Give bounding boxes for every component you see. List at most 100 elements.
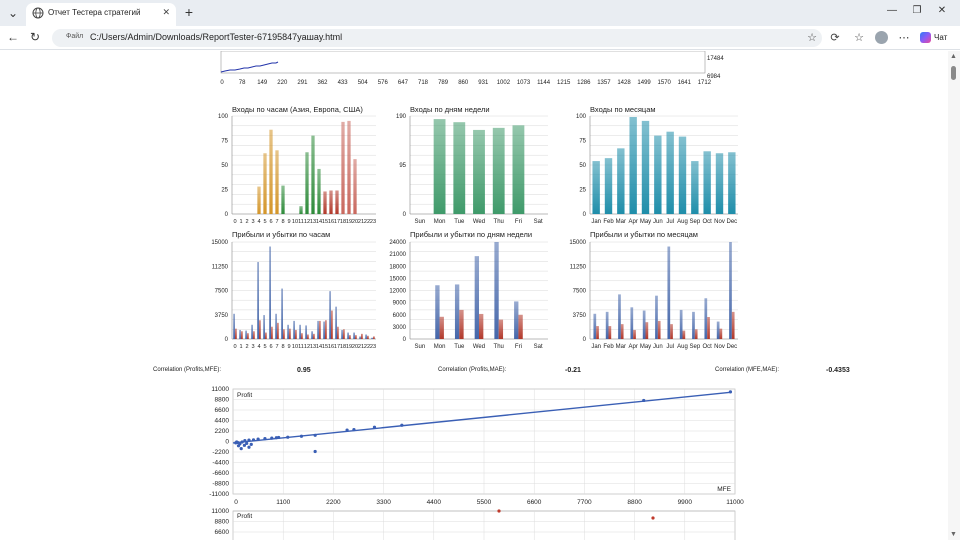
copilot-chat-button[interactable]: Чат bbox=[920, 30, 947, 46]
x-tick-label: Apr bbox=[628, 344, 637, 350]
y-tick-label: 100 bbox=[576, 114, 587, 120]
page-scrollbar[interactable]: ▲ ▼ bbox=[948, 51, 960, 540]
y-tick-label: 15000 bbox=[569, 240, 586, 246]
favorite-star-icon[interactable]: ☆ bbox=[807, 32, 817, 44]
x-tick-label: 10 bbox=[292, 219, 298, 225]
x-tick-label: Nov bbox=[714, 219, 725, 225]
extensions-icon[interactable]: ⟳ bbox=[830, 32, 840, 44]
y-tick-label: 6000 bbox=[393, 313, 407, 319]
x-tick-label: 7 bbox=[275, 219, 278, 225]
x-tick-label: Sat bbox=[534, 219, 543, 225]
bar bbox=[305, 152, 309, 214]
reload-icon[interactable]: ↻ bbox=[29, 30, 41, 44]
x-tick-label: 2 bbox=[245, 219, 248, 225]
back-arrow-icon[interactable]: ← bbox=[7, 30, 19, 44]
x-tick-label: 12 bbox=[304, 219, 310, 225]
scroll-up-icon[interactable]: ▲ bbox=[950, 53, 957, 60]
tab-strip: ⌄ Отчет Тестера стратегий ✕ + — ❐ ✕ bbox=[0, 0, 960, 26]
y-tick-label: -8800 bbox=[212, 481, 229, 488]
x-tick-label: Mon bbox=[434, 344, 446, 350]
scroll-thumb[interactable] bbox=[951, 66, 956, 80]
more-menu-icon[interactable]: ⋯ bbox=[898, 32, 910, 44]
tab-list-chevron-icon[interactable]: ⌄ bbox=[7, 6, 19, 20]
scatter-point bbox=[299, 434, 304, 438]
bar bbox=[335, 190, 339, 214]
balance-x-tick: 576 bbox=[378, 80, 389, 86]
x-tick-label: 5 bbox=[263, 219, 266, 225]
x-tick-label: Oct bbox=[702, 344, 712, 350]
loss-bar bbox=[373, 336, 375, 339]
scatter-point bbox=[240, 440, 244, 444]
bar bbox=[654, 135, 662, 214]
copilot-icon bbox=[920, 32, 931, 43]
loss-bar bbox=[349, 335, 351, 339]
profit-bar bbox=[257, 262, 259, 339]
x-tick-label: 15 bbox=[322, 344, 328, 350]
profit-bar bbox=[679, 309, 683, 339]
balance-line bbox=[220, 61, 279, 73]
x-tick-label: 18 bbox=[340, 344, 346, 350]
restore-icon[interactable]: ❐ bbox=[912, 5, 922, 16]
y-tick-label: 0 bbox=[225, 337, 229, 343]
x-tick-label: 10 bbox=[292, 344, 298, 350]
minimize-icon[interactable]: — bbox=[887, 5, 897, 16]
balance-x-tick: 1002 bbox=[497, 80, 511, 86]
y-tick-label: 11250 bbox=[570, 264, 587, 270]
scatter-point bbox=[239, 447, 243, 451]
profit-bar bbox=[371, 337, 373, 339]
close-tab-icon[interactable]: ✕ bbox=[162, 7, 170, 17]
profit-bar bbox=[359, 336, 361, 339]
bar bbox=[703, 151, 711, 214]
y-tick-label: 11250 bbox=[212, 264, 229, 270]
new-tab-plus-icon[interactable]: + bbox=[184, 4, 194, 20]
loss-bar bbox=[259, 320, 261, 339]
profit-bar bbox=[655, 295, 658, 339]
x-tick-label: Thu bbox=[494, 344, 504, 350]
bar bbox=[311, 135, 315, 214]
y-tick-label: -4400 bbox=[212, 460, 229, 467]
url-text[interactable]: C:/Users/Admin/Downloads/ReportTester-67… bbox=[90, 32, 343, 42]
x-tick-label: 19 bbox=[346, 219, 352, 225]
profile-avatar[interactable] bbox=[875, 31, 888, 44]
x-tick-label: 21 bbox=[358, 219, 364, 225]
x-tick-label: 6 bbox=[269, 344, 272, 350]
loss-bar bbox=[731, 311, 735, 339]
profit-bar bbox=[275, 313, 277, 339]
y-tick-label: 75 bbox=[579, 139, 586, 145]
y-axis-label: Profit bbox=[237, 513, 252, 520]
scatter-point bbox=[400, 423, 404, 427]
bar bbox=[317, 168, 321, 214]
y-tick-label: -11000 bbox=[209, 491, 229, 498]
favorites-list-icon[interactable]: ☆ bbox=[854, 32, 864, 44]
y-tick-label: 0 bbox=[583, 212, 587, 218]
profit-bar bbox=[605, 311, 609, 339]
loss-bar bbox=[459, 309, 464, 339]
profit-bar bbox=[245, 330, 247, 339]
scatter-point bbox=[728, 390, 733, 394]
loss-bar bbox=[331, 310, 333, 339]
x-axis-label: MFE bbox=[717, 486, 731, 493]
profit-bar bbox=[233, 313, 235, 339]
scroll-down-icon[interactable]: ▼ bbox=[950, 531, 957, 538]
balance-y-label-bottom: 6984 bbox=[707, 74, 721, 80]
scatter-point bbox=[235, 440, 239, 444]
y-tick-label: -2200 bbox=[212, 449, 229, 456]
active-tab[interactable]: Отчет Тестера стратегий ✕ bbox=[26, 3, 176, 26]
x-tick-label: 2 bbox=[245, 344, 248, 350]
loss-bar bbox=[271, 326, 273, 339]
x-tick-label: Fri bbox=[515, 344, 522, 350]
x-tick-label: 4 bbox=[257, 344, 260, 350]
close-window-icon[interactable]: ✕ bbox=[937, 5, 947, 16]
report-page: 0 78 149 220 291 362 433 504 576 647 718 789 860 931 1… bbox=[0, 51, 960, 540]
corr-value-profit-mae: -0.21 bbox=[565, 367, 581, 374]
x-tick-label: Apr bbox=[628, 219, 637, 225]
x-tick-label: Mar bbox=[616, 344, 626, 350]
y-tick-label: 3750 bbox=[215, 313, 229, 319]
address-bar[interactable]: Файл C:/Users/Admin/Downloads/ReportTest… bbox=[52, 29, 822, 47]
balance-x-tick: 718 bbox=[418, 80, 429, 86]
balance-x-tick: 1428 bbox=[617, 80, 631, 86]
x-tick-label: Tue bbox=[454, 344, 465, 350]
balance-x-tick: 1499 bbox=[637, 80, 651, 86]
y-tick-label: 4400 bbox=[215, 418, 230, 425]
